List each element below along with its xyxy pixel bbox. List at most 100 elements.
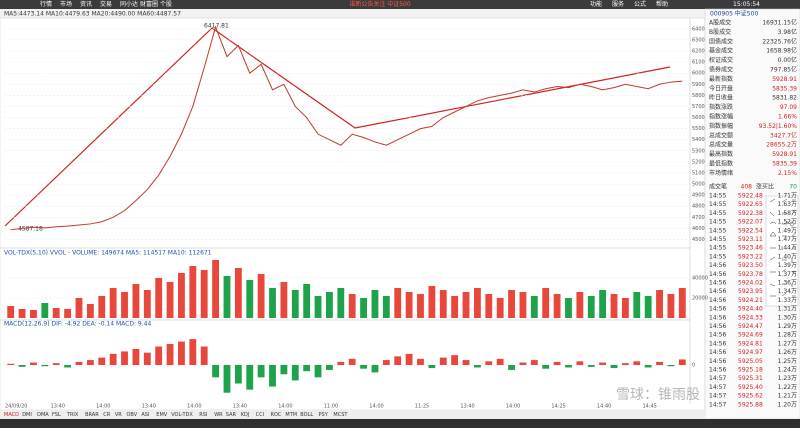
volume-bar (485, 294, 493, 318)
trade-price: 5922.38 (738, 210, 763, 217)
trade-time: 14:55 (709, 245, 726, 252)
x-tick-label: 14:25 (551, 404, 565, 410)
volume-bar (269, 288, 276, 318)
price-line (10, 25, 683, 231)
volume-bar (7, 306, 15, 318)
volume-bar (542, 288, 550, 318)
volume-bar (462, 292, 470, 318)
volume-bar (64, 309, 72, 318)
indicator-tab[interactable]: WR (214, 412, 223, 418)
indicator-tab[interactable]: FSL (52, 412, 61, 418)
macd-bar (656, 361, 663, 365)
indicator-tab[interactable]: BRAR (85, 412, 99, 418)
indicator-tab[interactable]: VR (115, 412, 122, 418)
trade-volume: 1.34万 (778, 288, 797, 295)
volume-bar (405, 292, 413, 318)
trade-price: 5925.18 (738, 367, 763, 374)
macd-bar (621, 363, 629, 365)
macd-bar (257, 365, 265, 378)
indicator-tab[interactable]: OBV (127, 412, 138, 418)
volume-bar (576, 292, 584, 318)
macd-bar (269, 365, 276, 387)
quote-value: 28655.2万 (766, 142, 797, 149)
volume-bar (246, 280, 254, 318)
indicator-tab[interactable]: ROC (271, 412, 282, 418)
volume-bar (371, 290, 379, 318)
quote-label: 基金成交 (709, 47, 733, 55)
indicator-tab[interactable]: CR (103, 412, 110, 418)
x-tick-label: 14:40 (597, 404, 611, 410)
trade-volume: 1.24万 (778, 367, 797, 374)
macd-bar (303, 365, 311, 372)
quote-value: 797.85亿 (770, 66, 797, 74)
clock: 15:05:54 (733, 1, 760, 8)
y-tick-label: 5800 (692, 93, 705, 99)
macd-bar (360, 365, 367, 369)
volume-bar (178, 273, 185, 318)
trade-volume: 1.30万 (778, 314, 797, 321)
indicator-tab[interactable]: MTM (285, 412, 297, 418)
trade-price: 5922.48 (738, 193, 763, 200)
indicator-tab[interactable]: MCST (333, 412, 348, 418)
macd-bar (508, 365, 515, 370)
macd-bar (439, 357, 447, 365)
volume-bar (496, 298, 504, 318)
macd-bar (610, 365, 618, 369)
x-tick-label: 14:45 (642, 404, 656, 410)
chart-legend: MA5:4473.14 MA10:4479.63 MA20:4490.00 MA… (4, 11, 181, 18)
indicator-tab[interactable]: PSY (319, 412, 329, 418)
trade-volume: 1.26万 (778, 349, 797, 356)
macd-bar (553, 361, 561, 365)
volume-bar (394, 288, 402, 318)
menu-item: 行情 (40, 0, 52, 8)
macd-bar (565, 365, 572, 368)
macd-bar (109, 353, 117, 365)
macd-bar (189, 339, 197, 365)
indicator-tab[interactable]: SAR (226, 412, 237, 418)
indicator-tab[interactable]: CCI (256, 412, 264, 418)
macd-bar (348, 358, 356, 365)
trade-time: 14:56 (709, 349, 726, 356)
indicator-tab[interactable]: KDJ (241, 412, 250, 418)
y-tick-label: 5100 (692, 170, 705, 176)
volume-bar (212, 260, 220, 318)
indicator-tab[interactable]: ASI (141, 412, 149, 418)
trade-volume: 1.49万 (778, 227, 797, 234)
y-tick-label: 0 (692, 363, 695, 369)
volume-bar (473, 288, 481, 318)
indicator-tab[interactable]: VOL-TDX (171, 412, 193, 418)
quote-label: 指数振幅 (709, 122, 733, 130)
volume-bar (109, 288, 117, 318)
quote-value: 5928.91 (772, 151, 797, 158)
volume-bar (587, 296, 595, 318)
volume-bar (519, 292, 527, 318)
trade-price: 5925.31 (738, 375, 763, 382)
trade-price: 5924.21 (738, 297, 763, 304)
indicator-tab[interactable]: EMV (156, 412, 167, 418)
y-tick-label: 40000 (692, 276, 708, 282)
indicator-tab[interactable]: RSI (199, 412, 207, 418)
indicator-tab[interactable]: MACD (4, 412, 19, 418)
volume-bar (417, 294, 424, 318)
quote-value: 3427.7亿 (770, 131, 797, 139)
quote-value: 93.52|1.60% (759, 123, 798, 130)
quote-value: 5835.39 (772, 161, 797, 168)
indicator-tab[interactable]: BOLL (300, 412, 313, 418)
quote-label: 指数涨跌 (709, 103, 733, 111)
indicator-tab[interactable]: DMI (22, 412, 32, 418)
indicator-tab[interactable]: TRIX (66, 412, 79, 418)
volume-bar (52, 308, 60, 318)
trade-price: 5923.95 (738, 288, 763, 295)
volume-bar (337, 288, 345, 318)
quote-value: 0.00亿 (778, 56, 797, 64)
macd-bar (200, 346, 208, 365)
volume-bar (610, 294, 618, 318)
indicator-tab[interactable]: DMA (37, 412, 49, 418)
volume-bar (621, 298, 629, 318)
trade-volume: 1.52万 (778, 219, 797, 226)
trade-volume: 1.31万 (778, 306, 797, 313)
trade-time: 14:55 (709, 193, 726, 200)
trade-volume: 1.23万 (778, 375, 797, 382)
volume-bar (667, 294, 675, 318)
